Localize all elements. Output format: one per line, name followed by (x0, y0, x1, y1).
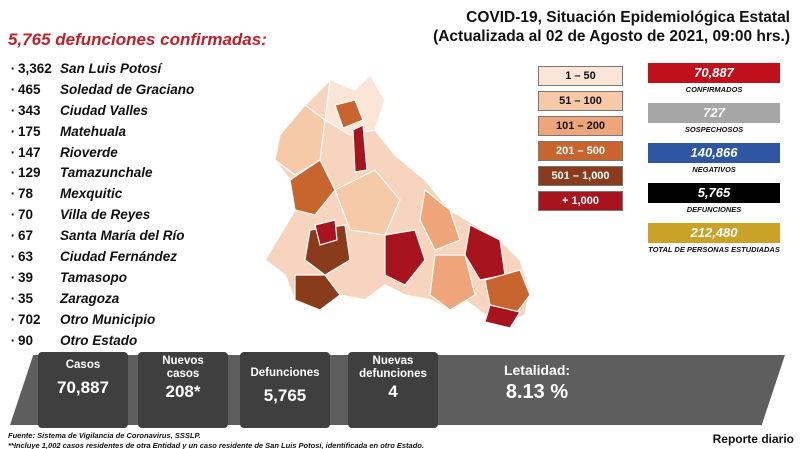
region-southeast (429, 254, 476, 311)
kpi-cases-label: Casos (65, 359, 101, 371)
region-east (419, 188, 461, 251)
report-label: Reporte diario (712, 432, 794, 446)
list-item: · 343 Ciudad Valles (10, 102, 149, 118)
list-item: · 78 Mexquitic (10, 186, 123, 202)
legend-item: + 1,000 (538, 191, 623, 211)
stat-studied-label: TOTAL DE PERSONAS ESTUDIADAS (648, 245, 780, 254)
kpi-new-deaths: Nuevas defunciones 4 (348, 352, 438, 428)
kpi-lethality-label: Letalidad: (503, 362, 571, 378)
map-legend: 1 – 50 51 – 100 101 – 200 201 – 500 501 … (538, 66, 623, 216)
legend-item: 101 – 200 (538, 116, 623, 136)
region-soledad (314, 219, 338, 246)
stat-confirmed-label: CONFIRMADOS (685, 85, 743, 94)
stat-studied-value: 212,480 (648, 223, 780, 243)
stat-negative-value: 140,866 (648, 143, 780, 163)
kpi-new-deaths-label: Nuevas defunciones (359, 355, 427, 380)
region-huasteca (484, 269, 531, 316)
kpi-lethality-value: 8.13 % (505, 381, 569, 403)
kpi-new-cases-value: 208* (165, 382, 201, 401)
page-title: COVID-19, Situación Epidemiológica Estat… (370, 8, 790, 46)
list-item: · 465 Soledad de Graciano (10, 81, 195, 97)
kpi-lethality: Letalidad: 8.13 % (472, 352, 602, 428)
list-item: · 70 Villa de Reyes (10, 207, 151, 223)
stats-panel: 70,887 CONFIRMADOS 727 SOSPECHOSOS 140,8… (648, 63, 780, 263)
region-matehuala (334, 99, 364, 129)
list-item: · 175 Matehuala (10, 123, 127, 139)
kpi-deaths: Defunciones 5,765 (240, 352, 330, 428)
deaths-title: 5,765 defunciones confirmadas: (8, 30, 267, 49)
kpi-new-deaths-value: 4 (388, 382, 398, 401)
stat-negative-label: NEGATIVOS (692, 165, 736, 174)
source-note: Fuente: Sistema de Vigilancia de Coronav… (8, 431, 201, 440)
kpi-new-cases: Nuevos casos 208* (138, 352, 228, 428)
kpi-deaths-label: Defunciones (250, 367, 320, 379)
footnote: **Incluye 1,002 casos residentes de otra… (8, 441, 424, 449)
title-line-1: COVID-19, Situación Epidemiológica Estat… (466, 9, 790, 26)
region-south-west (294, 274, 341, 311)
list-item: · 90 Otro Estado (10, 332, 138, 348)
legend-item: 51 – 100 (538, 91, 623, 111)
stat-deaths-label: DEFUNCIONES (686, 205, 742, 214)
kpi-cases: Casos 70,887 (38, 352, 128, 428)
region-west-mid (289, 159, 336, 216)
state-map (235, 60, 535, 340)
list-item: · 702 Otro Municipio (10, 311, 156, 327)
title-line-2: (Actualizada al 02 de Agosto de 2021, 09… (433, 28, 790, 45)
kpi-deaths-value: 5,765 (263, 386, 307, 405)
list-item: · 3,362 San Luis Potosí (10, 61, 162, 76)
list-item: · 147 Rioverde (10, 144, 118, 160)
stat-suspected-label: SOSPECHOSOS (684, 125, 744, 134)
region-tamazunchale (484, 304, 521, 329)
kpi-new-cases-label: Nuevos casos (162, 355, 204, 380)
legend-item: 201 – 500 (538, 141, 623, 161)
region-center (334, 169, 401, 236)
list-item: · 67 Santa María del Río (10, 228, 185, 244)
kpi-cases-value: 70,887 (57, 378, 109, 397)
legend-item: 501 – 1,000 (538, 166, 623, 186)
legend-item: 1 – 50 (538, 66, 623, 86)
list-item: · 129 Tamazunchale (10, 165, 153, 181)
stat-suspected-value: 727 (648, 103, 780, 123)
region-rioverde (384, 229, 426, 286)
stat-deaths-value: 5,765 (648, 183, 780, 203)
municipality-list: · 3,362 San Luis Potosí · 465 Soledad de Gra… (8, 61, 223, 353)
list-item: · 63 Ciudad Fernández (10, 249, 178, 265)
stat-confirmed-value: 70,887 (648, 63, 780, 83)
region-slp (304, 224, 351, 276)
list-item: · 35 Zaragoza (10, 290, 120, 306)
list-item: · 39 Tamasopo (10, 269, 128, 285)
region-north-red (352, 124, 368, 173)
